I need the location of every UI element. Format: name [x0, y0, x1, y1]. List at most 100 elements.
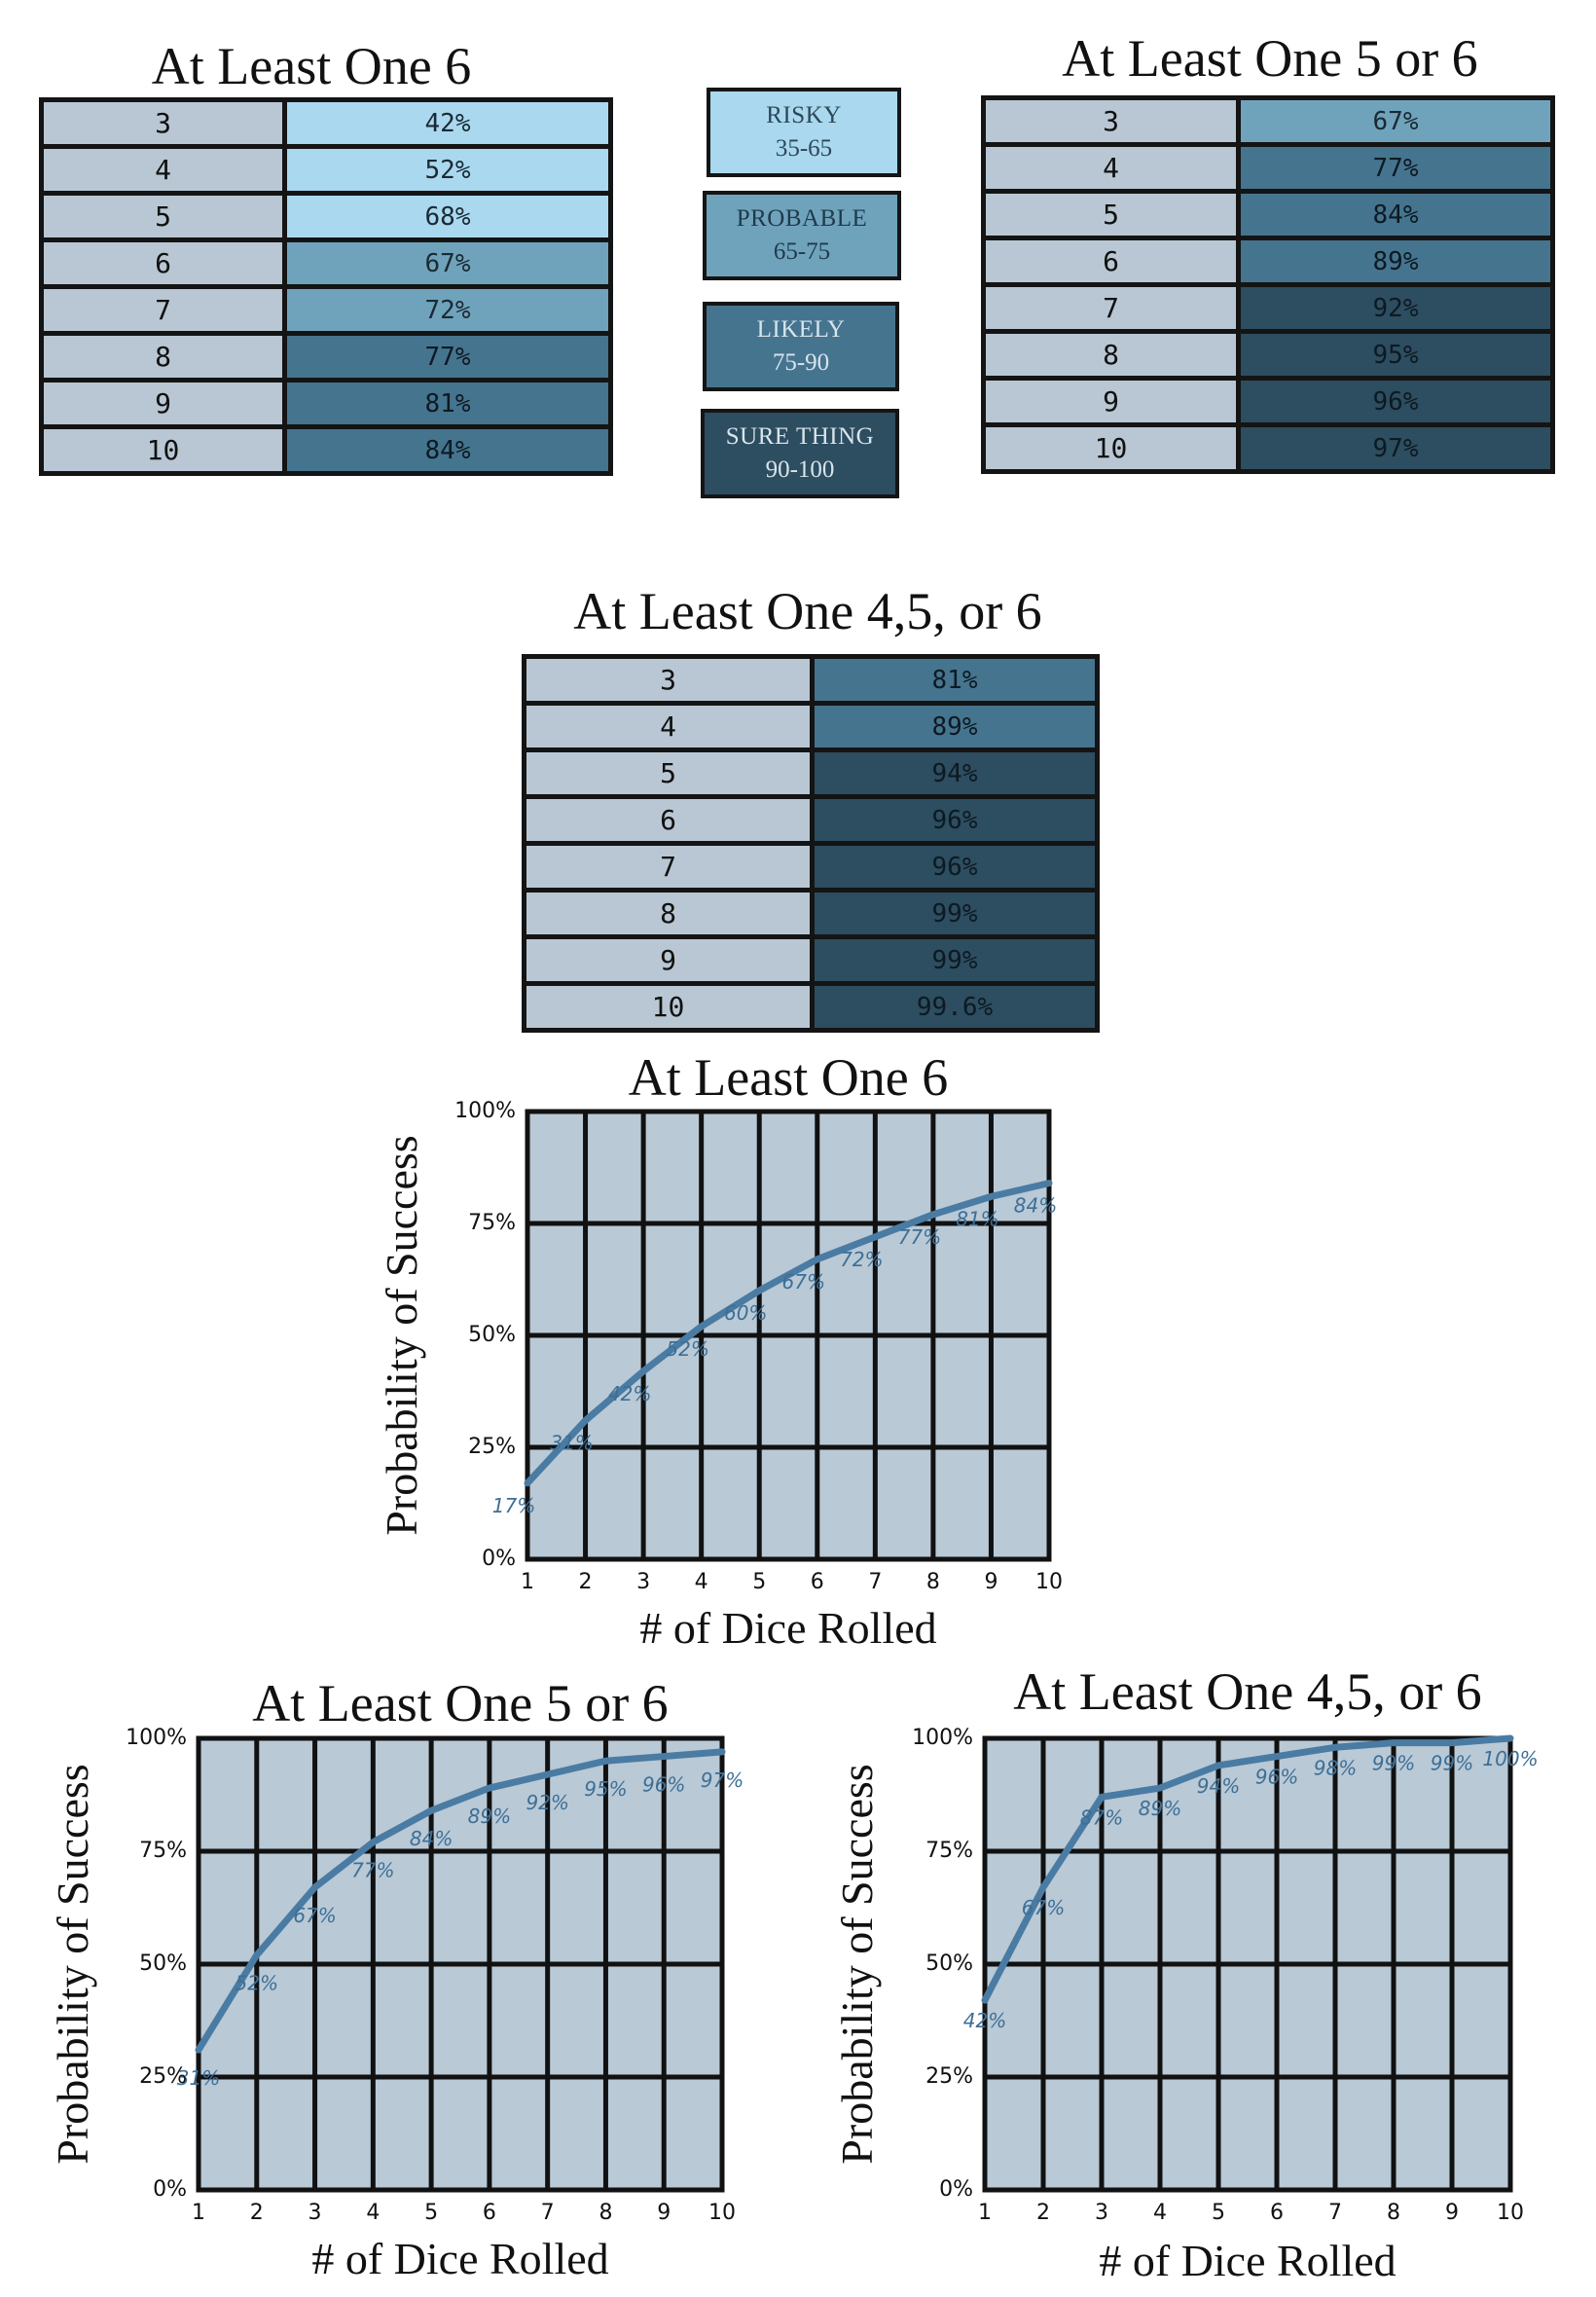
success-curve: [981, 1734, 1514, 2004]
probability-cell: 99.6%: [815, 986, 1095, 1028]
table-title-one-5-or-6: At Least One 5 or 6: [1062, 29, 1478, 88]
dice-count: 10: [526, 986, 815, 1028]
table-row: 3 42%: [44, 102, 608, 144]
table-title-one-6: At Least One 6: [151, 37, 472, 95]
data-label: 60%: [724, 1301, 767, 1325]
success-curve: [524, 1180, 1053, 1487]
dice-count: 8: [526, 893, 815, 934]
dice-count: 5: [986, 194, 1241, 236]
data-label: 17%: [492, 1494, 535, 1517]
table-row: 3 81%: [526, 659, 1095, 701]
probability-cell: 96%: [815, 846, 1095, 888]
dice-count: 7: [526, 846, 815, 888]
legend-label: SURE THING: [725, 423, 875, 450]
table-at-least-one-4-5-or-6: 3 81% 4 89% 5 94% 6 96% 7 96% 8 99% 9 99…: [522, 654, 1100, 1033]
probability-cell: 81%: [287, 383, 608, 424]
table-row: 4 52%: [44, 149, 608, 191]
table-row: 5 84%: [986, 194, 1550, 236]
y-tick-label: 50%: [925, 1951, 973, 1976]
dice-count: 10: [986, 427, 1241, 469]
data-label: 95%: [584, 1777, 627, 1801]
probability-cell: 84%: [1241, 194, 1550, 236]
x-axis-label: # of Dice Rolled: [1099, 2236, 1396, 2285]
data-label: 81%: [956, 1207, 998, 1230]
legend-range: 90-100: [765, 456, 835, 483]
probability-cell: 99%: [815, 939, 1095, 981]
table-row: 10 97%: [986, 427, 1550, 469]
data-label: 84%: [410, 1827, 453, 1850]
dice-count: 6: [526, 799, 815, 841]
probability-cell: 67%: [287, 242, 608, 284]
data-label: 67%: [782, 1270, 825, 1294]
y-tick-label: 25%: [139, 2064, 187, 2089]
table-row: 8 99%: [526, 893, 1095, 934]
probability-cell: 89%: [1241, 240, 1550, 282]
probability-cell: 96%: [1241, 381, 1550, 422]
y-axis-label: Probability of Success: [832, 1764, 882, 2164]
y-tick-label: 0%: [482, 1547, 516, 1571]
x-tick-label: 6: [483, 2201, 496, 2225]
dice-count: 3: [986, 100, 1241, 142]
table-row: 9 81%: [44, 383, 608, 424]
data-label: 99%: [1372, 1752, 1415, 1775]
y-tick-label: 100%: [454, 1099, 516, 1123]
data-label: 94%: [1197, 1774, 1240, 1798]
table-row: 6 89%: [986, 240, 1550, 282]
x-tick-label: 3: [636, 1570, 650, 1594]
x-tick-label: 2: [579, 1570, 593, 1594]
x-tick-label: 8: [1387, 2201, 1400, 2225]
x-tick-label: 5: [752, 1570, 766, 1594]
probability-cell: 94%: [815, 752, 1095, 794]
dice-count: 6: [44, 242, 287, 284]
probability-cell: 92%: [1241, 287, 1550, 329]
data-label: 92%: [526, 1791, 568, 1814]
data-label: 89%: [468, 1805, 511, 1828]
data-label: 84%: [1014, 1194, 1057, 1218]
probability-cell: 67%: [1241, 100, 1550, 142]
chart-title: At Least One 5 or 6: [252, 1674, 668, 1732]
probability-cell: 84%: [287, 429, 608, 471]
x-tick-label: 5: [1212, 2201, 1225, 2225]
y-tick-label: 75%: [925, 1839, 973, 1863]
data-label: 52%: [666, 1337, 708, 1361]
dice-count: 10: [44, 429, 287, 471]
legend-range: 65-75: [773, 238, 831, 265]
y-tick-label: 75%: [468, 1211, 516, 1235]
dice-count: 5: [44, 196, 287, 237]
x-tick-label: 4: [366, 2201, 380, 2225]
table-at-least-one-5-or-6: 3 67% 4 77% 5 84% 6 89% 7 92% 8 95% 9 96…: [981, 95, 1555, 474]
table-row: 7 92%: [986, 287, 1550, 329]
data-label: 72%: [840, 1248, 883, 1271]
x-tick-label: 9: [1445, 2201, 1459, 2225]
table-row: 7 96%: [526, 846, 1095, 888]
y-axis-label: Probability of Success: [377, 1135, 426, 1535]
probability-cell: 96%: [815, 799, 1095, 841]
dice-count: 6: [986, 240, 1241, 282]
dice-count: 7: [986, 287, 1241, 329]
legend-range: 35-65: [775, 135, 833, 162]
dice-count: 8: [44, 336, 287, 378]
table-row: 10 99.6%: [526, 986, 1095, 1028]
x-tick-label: 4: [695, 1570, 708, 1594]
data-label: 42%: [608, 1382, 651, 1405]
table-at-least-one-6: 3 42% 4 52% 5 68% 6 67% 7 72% 8 77% 9 81…: [39, 97, 613, 476]
data-label: 31%: [550, 1431, 593, 1454]
data-label: 77%: [351, 1859, 394, 1882]
legend-label: RISKY: [766, 102, 842, 128]
y-tick-label: 50%: [468, 1323, 516, 1347]
x-axis-label: # of Dice Rolled: [639, 1603, 936, 1653]
legend-range: 75-90: [772, 349, 830, 376]
probability-cell: 89%: [815, 706, 1095, 747]
dice-count: 7: [44, 289, 287, 331]
x-tick-label: 4: [1153, 2201, 1167, 2225]
dice-count: 5: [526, 752, 815, 794]
probability-cell: 97%: [1241, 427, 1550, 469]
probability-cell: 77%: [1241, 147, 1550, 189]
x-tick-label: 10: [1035, 1570, 1063, 1594]
data-label: 100%: [1482, 1747, 1538, 1770]
y-tick-label: 100%: [912, 1726, 973, 1750]
x-tick-label: 7: [1328, 2201, 1342, 2225]
y-tick-label: 50%: [139, 1951, 187, 1976]
probability-cell: 95%: [1241, 334, 1550, 376]
table-row: 4 89%: [526, 706, 1095, 747]
